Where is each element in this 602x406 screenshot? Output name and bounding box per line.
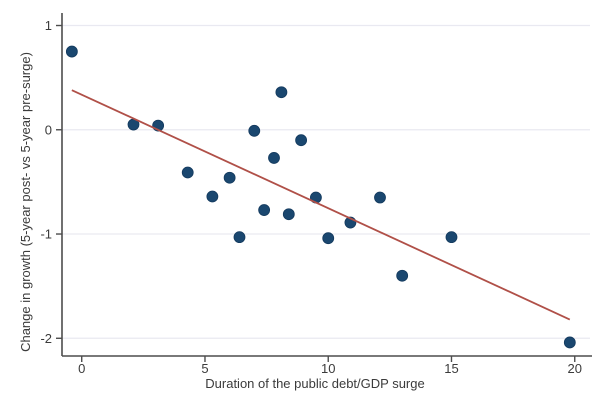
data-point xyxy=(445,231,458,244)
data-points-group xyxy=(65,45,576,349)
x-axis-title: Duration of the public debt/GDP surge xyxy=(205,376,424,391)
data-point xyxy=(206,190,219,203)
data-point xyxy=(223,171,236,184)
y-tick-label: -2 xyxy=(40,331,52,346)
x-tick-label: 10 xyxy=(321,361,335,376)
data-point xyxy=(181,166,194,179)
y-tick-label: -1 xyxy=(40,227,52,242)
data-point xyxy=(65,45,78,58)
y-tick-label: 1 xyxy=(45,18,52,33)
data-point xyxy=(275,86,288,99)
axes-group xyxy=(61,13,592,357)
data-point xyxy=(268,152,280,164)
x-tick-label: 0 xyxy=(78,361,85,376)
data-point xyxy=(295,134,308,147)
data-point xyxy=(258,204,271,216)
data-point xyxy=(396,269,409,282)
y-axis-title: Change in growth (5-year post- vs 5-year… xyxy=(18,52,33,352)
tick-labels-group: 10-1-20 5 10 15 20 xyxy=(40,18,582,376)
data-point xyxy=(374,191,386,204)
y-tick-label: 0 xyxy=(45,122,52,137)
data-point xyxy=(563,336,576,349)
ticks-group xyxy=(56,24,576,362)
trend-line xyxy=(71,89,571,321)
data-point xyxy=(322,232,335,245)
x-tick-label: 15 xyxy=(444,361,458,376)
data-point xyxy=(233,231,246,244)
data-point xyxy=(282,208,295,221)
x-tick-label: 20 xyxy=(568,361,582,376)
data-point xyxy=(248,124,261,137)
trend-line-group xyxy=(71,89,571,321)
x-tick-label: 5 xyxy=(201,361,208,376)
